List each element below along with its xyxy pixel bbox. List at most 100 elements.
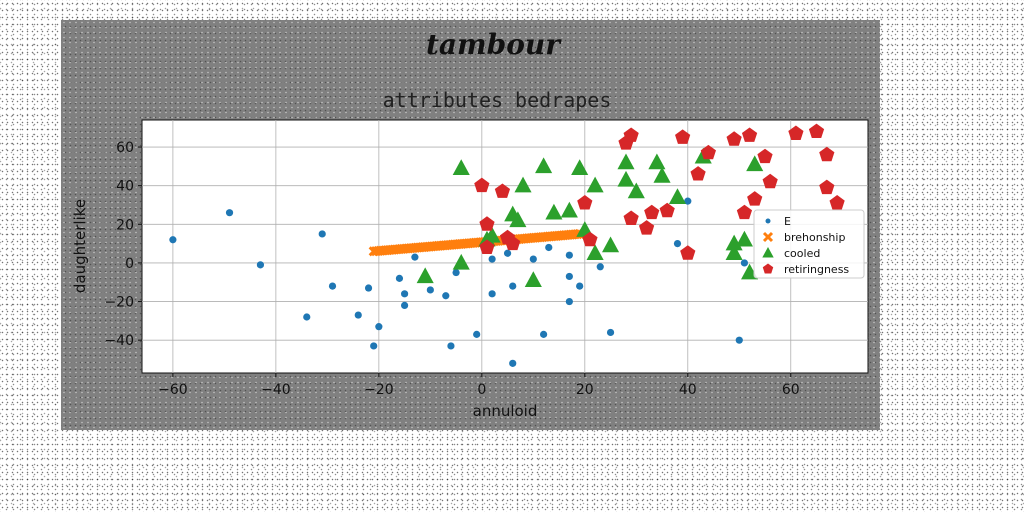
y-tick-label: 0 [125,256,134,272]
y-axis-label: daughterlike [71,199,89,293]
data-point [648,153,666,170]
series-E [169,197,749,367]
data-point [545,243,553,252]
data-point [680,245,696,260]
data-point [452,253,470,270]
data-point [623,210,639,225]
data-point [395,274,404,282]
data-point [762,173,778,189]
data-point [452,159,470,176]
y-tick-label: −40 [104,333,134,349]
data-point [400,290,409,298]
data-point [426,286,434,294]
data-point [582,231,598,247]
data-point [747,191,763,206]
data-point [474,177,490,193]
data-point [829,195,845,210]
x-tick-label: −60 [158,382,188,398]
data-point [627,182,645,199]
data-point [577,195,593,210]
data-point [741,127,758,142]
data-point [256,261,265,269]
data-point [690,166,706,181]
data-point [488,290,496,298]
data-point [565,297,573,306]
x-tick-label: 60 [782,382,800,398]
data-point [617,153,635,170]
data-point [673,240,682,248]
data-point [411,253,419,261]
data-point [169,236,177,244]
data-point [483,226,501,243]
data-point [514,176,532,193]
data-point [303,313,311,321]
legend-marker [762,247,774,258]
x-tick-label: 0 [477,382,486,398]
data-point [586,176,604,193]
data-point [596,263,604,271]
data-point [675,129,691,144]
x-tick-label: 40 [679,382,697,398]
data-point [452,268,460,277]
data-point [644,204,660,220]
legend-marker [762,231,774,243]
data-point [819,146,835,162]
data-point [225,209,234,217]
data-point [653,167,671,183]
data-point [819,179,835,195]
data-point [808,123,825,139]
data-point [494,183,511,198]
data-point [638,220,655,235]
chart-title: attributes bedrapes [383,88,612,112]
chart-figure: tambour attributes bedrapes −60 −40 −20 0 20… [61,20,880,430]
data-point [735,336,743,344]
scatter-chart: tambour attributes bedrapes −60 −40 −20 0 20… [71,28,869,420]
data-point [400,301,409,310]
data-point [442,292,450,300]
data-point [509,282,517,290]
data-point [746,155,764,172]
data-point [354,311,362,319]
axis-ticks: −60 −40 −20 0 20 40 60 −40 −20 0 20 40 60 [104,140,799,398]
data-point [565,272,573,281]
data-point [659,202,675,218]
chart-suptitle: tambour [426,28,562,61]
y-tick-label: 20 [116,217,134,233]
data-point [740,259,749,267]
data-point [416,267,434,284]
x-axis-label: annuloid [473,402,538,420]
data-point [560,201,578,218]
data-point [736,204,753,220]
x-tick-label: −40 [261,382,291,398]
legend-box [753,209,865,279]
data-point [535,157,553,174]
data-point [565,251,573,259]
data-point [602,236,620,253]
plot-area [141,119,869,374]
y-tick-label: 60 [116,140,134,156]
data-point [473,330,481,338]
data-point [576,282,584,290]
data-point [735,230,753,247]
x-tick-label: 20 [576,382,594,398]
data-point [509,211,527,228]
legend-label: cooled [784,247,820,260]
y-tick-label: 40 [116,179,134,195]
series-cooled [416,147,764,288]
series-retiringness [474,123,845,260]
data-point [540,330,548,338]
y-tick-label: −20 [104,295,134,311]
data-point [788,125,804,140]
legend-marker [762,263,774,274]
legend-label: E [784,215,791,228]
data-point [328,282,337,290]
data-point [529,255,537,263]
data-point [684,197,692,205]
data-point [509,359,517,367]
data-point [375,323,383,331]
data-point [725,244,743,261]
data-point [503,249,512,257]
legend-label: brehonship [784,231,845,244]
data-point [668,188,687,205]
